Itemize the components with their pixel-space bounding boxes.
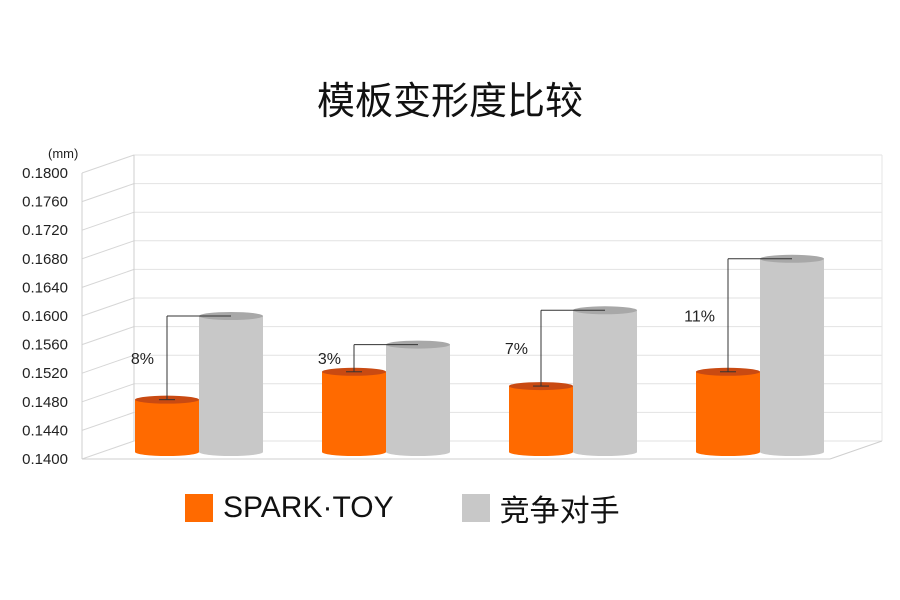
- bar-body: [573, 310, 637, 456]
- floor-right-edge: [829, 440, 883, 460]
- annotation-1: 8%: [131, 315, 231, 401]
- y-tick-label-5: 0.1600: [22, 308, 68, 325]
- y-axis-unit: (mm): [48, 146, 78, 161]
- y-tick-label-1: 0.1440: [22, 422, 68, 439]
- gridline-side-7: [81, 240, 135, 260]
- legend-swatch-competitor: [461, 494, 490, 522]
- y-tick-label-0: 0.1400: [22, 451, 68, 468]
- gridline-side-6: [81, 268, 135, 288]
- y-tick-label-10: 0.1800: [22, 165, 68, 182]
- bar-body: [322, 371, 386, 456]
- bar-spark-toy-3: [509, 382, 573, 456]
- bar-spark-toy-1: [135, 395, 199, 456]
- gridline-side-0: [81, 440, 135, 460]
- gridline-side-10: [81, 154, 135, 174]
- annotations: 8% 3% 7% 11%: [131, 258, 792, 401]
- legend: SPARK·TOY 竞争对手: [185, 486, 688, 530]
- gridline-side-4: [81, 326, 135, 346]
- y-axis-ticks: 0.1400 0.1440 0.1480 0.1520 0.1560 0.1600 0.16…: [22, 165, 68, 468]
- gridline-side-8: [81, 211, 135, 231]
- bar-competitor-1: [199, 312, 263, 456]
- bar-spark-toy-4: [696, 367, 760, 456]
- gridline-side-3: [81, 354, 135, 374]
- annotation-label-1: 8%: [131, 351, 154, 368]
- bar-competitor-3: [573, 306, 637, 456]
- legend-item-competitor: 竞争对手: [461, 486, 620, 530]
- bar-body: [135, 399, 199, 456]
- y-tick-label-4: 0.1560: [22, 337, 68, 354]
- y-tick-label-6: 0.1640: [22, 279, 68, 296]
- bar-body: [509, 386, 573, 456]
- annotation-2: 3%: [318, 344, 418, 373]
- annotation-4: 11%: [684, 258, 792, 373]
- bar-competitor-2: [386, 340, 450, 456]
- bar-body: [199, 316, 263, 456]
- gridline-side-1: [81, 411, 135, 431]
- annotation-3: 7%: [505, 309, 605, 387]
- bar-competitor-4: [760, 254, 824, 456]
- y-tick-label-2: 0.1480: [22, 394, 68, 411]
- annotation-label-2: 3%: [318, 351, 341, 368]
- chart-title: 模板变形度比较: [316, 79, 583, 123]
- annotation-label-3: 7%: [505, 341, 528, 358]
- legend-swatch-spark-toy: [185, 494, 213, 522]
- gridline-side-2: [81, 383, 135, 403]
- y-tick-label-8: 0.1720: [22, 222, 68, 239]
- bar-spark-toy-2: [322, 367, 386, 456]
- bar-body: [760, 258, 824, 456]
- y-tick-label-9: 0.1760: [22, 194, 68, 211]
- legend-label-competitor: 竞争对手: [499, 495, 620, 528]
- bar-body: [386, 344, 450, 456]
- gridline-side-5: [81, 297, 135, 317]
- bar-body: [696, 371, 760, 456]
- legend-label-spark-toy: SPARK·TOY: [223, 491, 394, 524]
- bars: [135, 254, 824, 456]
- gridline-side-9: [81, 183, 135, 203]
- legend-item-spark-toy: SPARK·TOY: [185, 491, 394, 525]
- annotation-label-4: 11%: [684, 308, 715, 325]
- y-tick-label-3: 0.1520: [22, 365, 68, 382]
- y-tick-label-7: 0.1680: [22, 251, 68, 268]
